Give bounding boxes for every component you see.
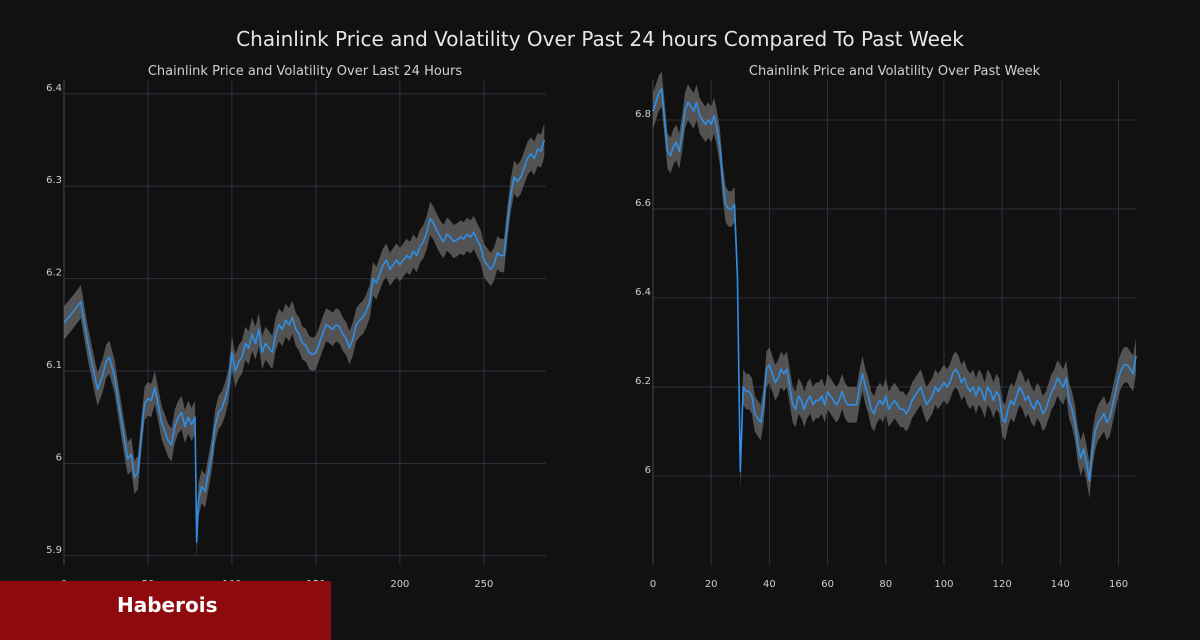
y-tick-label: 6.4	[635, 287, 651, 298]
x-tick-label: 40	[763, 579, 776, 590]
chart-panel-24h: Chainlink Price and Volatility Over Last…	[46, 64, 546, 590]
volatility-band	[64, 123, 545, 559]
y-tick-label: 6.4	[46, 83, 62, 94]
y-tick-label: 6.2	[46, 268, 62, 279]
brand-banner: Haberois	[0, 581, 331, 640]
y-tick-label: 6.1	[46, 360, 62, 371]
price-line	[652, 88, 1137, 482]
x-tick-label: 60	[821, 579, 834, 590]
y-tick-label: 6	[56, 452, 62, 463]
x-tick-label: 140	[1051, 579, 1070, 590]
x-tick-label: 200	[390, 579, 409, 590]
volatility-band	[653, 71, 1136, 499]
x-tick-label: 80	[879, 579, 892, 590]
subplot-title: Chainlink Price and Volatility Over Last…	[148, 64, 463, 79]
y-tick-label: 6.8	[635, 109, 651, 120]
x-tick-label: 160	[1109, 579, 1128, 590]
x-tick-label: 0	[650, 579, 656, 590]
x-tick-label: 100	[934, 579, 953, 590]
y-tick-label: 6.3	[46, 175, 62, 186]
main-title: Chainlink Price and Volatility Over Past…	[236, 27, 964, 51]
brand-name: Haberois	[117, 593, 218, 617]
y-tick-label: 6.6	[635, 198, 651, 209]
y-tick-label: 6.2	[635, 376, 651, 387]
x-tick-label: 20	[705, 579, 718, 590]
price-line	[63, 139, 546, 543]
x-tick-label: 120	[993, 579, 1012, 590]
subplot-title: Chainlink Price and Volatility Over Past…	[749, 64, 1041, 79]
y-tick-label: 6	[645, 465, 651, 476]
y-tick-label: 5.9	[46, 545, 62, 556]
chart-panel-week: Chainlink Price and Volatility Over Past…	[635, 64, 1137, 590]
x-tick-label: 250	[474, 579, 493, 590]
